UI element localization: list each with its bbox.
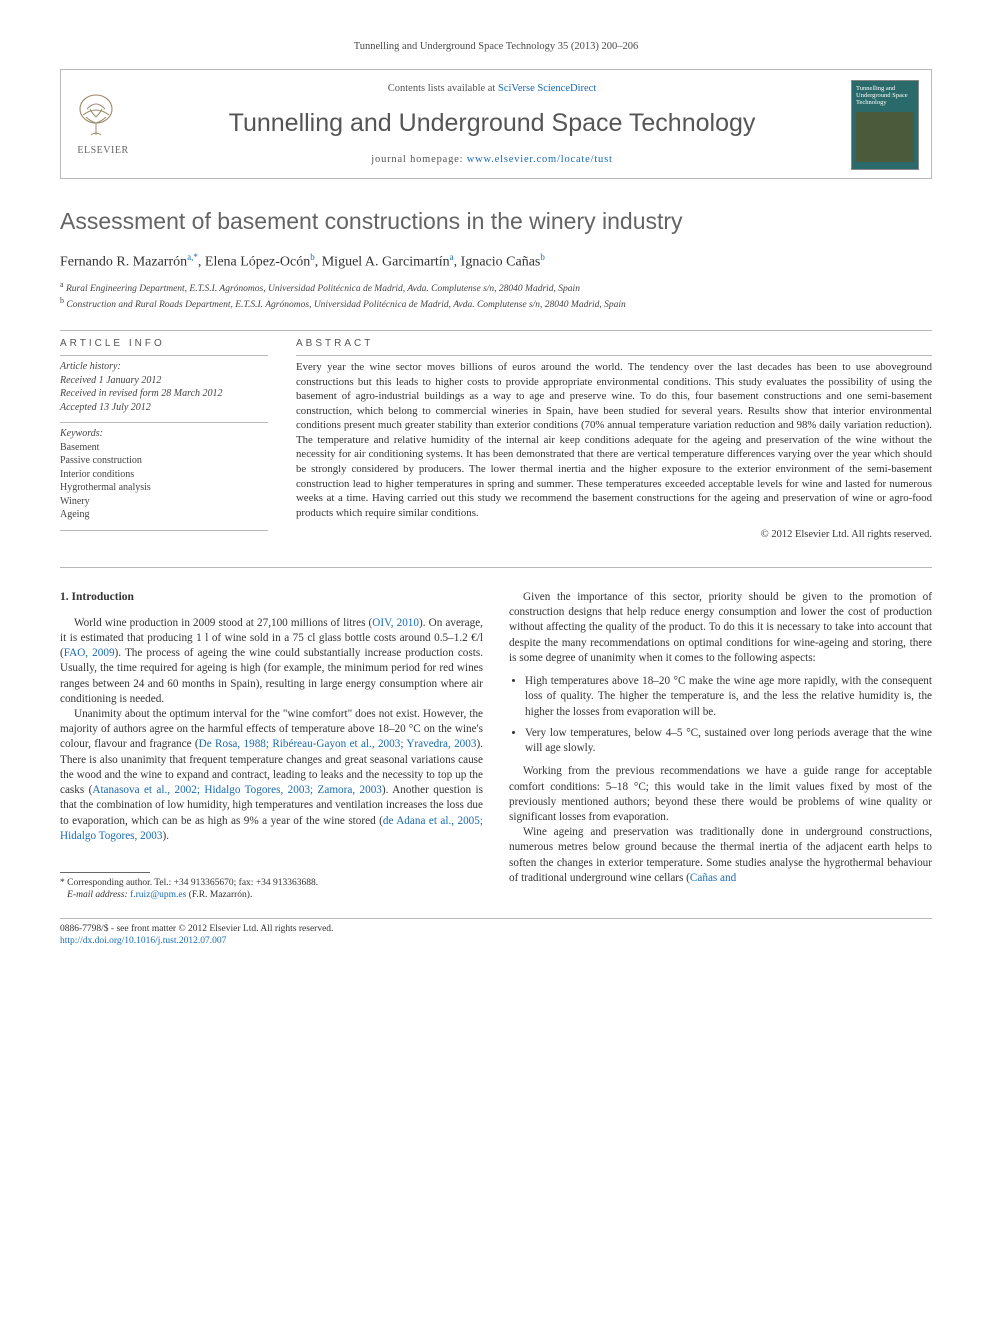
abstract-copyright: © 2012 Elsevier Ltd. All rights reserved… (296, 528, 932, 543)
homepage-line: journal homepage: www.elsevier.com/locat… (133, 153, 851, 168)
author-4-affil: b (540, 252, 545, 262)
info-abstract-row: ARTICLE INFO Article history: Received 1… (60, 331, 932, 543)
homepage-link[interactable]: www.elsevier.com/locate/tust (467, 154, 613, 165)
p1-a: World wine production in 2009 stood at 2… (74, 617, 372, 629)
author-4: , Ignacio Cañas (454, 255, 541, 270)
journal-name: Tunnelling and Underground Space Technol… (133, 106, 851, 141)
cover-image-placeholder (856, 112, 914, 162)
article-info-label: ARTICLE INFO (60, 331, 268, 355)
homepage-prefix: journal homepage: (371, 154, 466, 165)
affil-b-text: Construction and Rural Roads Department,… (66, 300, 625, 310)
email-label: E-mail address: (67, 890, 130, 900)
keyword-6: Ageing (60, 508, 268, 522)
footnote-rule (60, 872, 150, 873)
right-para-3: Wine ageing and preservation was traditi… (509, 825, 932, 886)
left-column: 1. Introduction World wine production in… (60, 590, 483, 902)
bullet-1: High temperatures above 18–20 °C make th… (525, 674, 932, 720)
bullet-2: Very low temperatures, below 4–5 °C, sus… (525, 726, 932, 756)
page-container: Tunnelling and Underground Space Technol… (0, 0, 992, 977)
footnote: * Corresponding author. Tel.: +34 913365… (60, 877, 483, 902)
keyword-2: Passive construction (60, 454, 268, 468)
keyword-3: Interior conditions (60, 468, 268, 482)
affiliation-b: b Construction and Rural Roads Departmen… (60, 296, 932, 312)
doi-link[interactable]: http://dx.doi.org/10.1016/j.tust.2012.07… (60, 935, 932, 947)
history-revised: Received in revised form 28 March 2012 (60, 387, 268, 401)
bullet-list: High temperatures above 18–20 °C make th… (509, 674, 932, 756)
citation-line: Tunnelling and Underground Space Technol… (60, 40, 932, 55)
affiliations: a Rural Engineering Department, E.T.S.I.… (60, 280, 932, 312)
affil-a-sup: a (60, 280, 64, 289)
elsevier-logo: ELSEVIER (73, 91, 133, 158)
cite-oiv[interactable]: OIV, 2010 (372, 617, 419, 629)
footer-line-1: 0886-7798/$ - see front matter © 2012 El… (60, 923, 932, 935)
section-1-heading: 1. Introduction (60, 590, 483, 606)
author-2: , Elena López-Ocón (198, 255, 310, 270)
affiliation-a: a Rural Engineering Department, E.T.S.I.… (60, 280, 932, 296)
cite-canas[interactable]: Cañas and (690, 872, 736, 884)
email-line: E-mail address: f.ruiz@upm.es (F.R. Maza… (60, 889, 483, 901)
author-3: , Miguel A. Garcimartín (315, 255, 450, 270)
cover-title: Tunnelling and Underground Space Technol… (856, 85, 914, 106)
abstract-panel: ABSTRACT Every year the wine sector move… (296, 331, 932, 543)
article-title: Assessment of basement constructions in … (60, 205, 932, 237)
email-link[interactable]: f.ruiz@upm.es (130, 890, 186, 900)
abstract-label: ABSTRACT (296, 331, 932, 355)
cite-fao[interactable]: FAO, 2009 (64, 647, 115, 659)
right-para-1: Given the importance of this sector, pri… (509, 590, 932, 666)
history-block: Article history: Received 1 January 2012… (60, 356, 268, 422)
article-info-panel: ARTICLE INFO Article history: Received 1… (60, 331, 268, 543)
keyword-1: Basement (60, 441, 268, 455)
elsevier-tree-icon (73, 91, 119, 137)
contents-prefix: Contents lists available at (388, 83, 498, 94)
page-footer: 0886-7798/$ - see front matter © 2012 El… (60, 918, 932, 948)
email-assoc: (F.R. Mazarrón). (186, 890, 252, 900)
keywords-block: Keywords: Basement Passive construction … (60, 423, 268, 530)
elsevier-label: ELSEVIER (73, 144, 133, 158)
sciencedirect-link[interactable]: SciVerse ScienceDirect (498, 83, 596, 94)
corr-author-line: * Corresponding author. Tel.: +34 913365… (60, 877, 483, 889)
divider (60, 530, 268, 531)
history-label: Article history: (60, 360, 268, 374)
journal-cover-thumbnail: Tunnelling and Underground Space Technol… (851, 80, 919, 170)
contents-available-line: Contents lists available at SciVerse Sci… (133, 82, 851, 97)
body-columns: 1. Introduction World wine production in… (60, 590, 932, 902)
header-center: Contents lists available at SciVerse Sci… (133, 82, 851, 168)
right-column: Given the importance of this sector, pri… (509, 590, 932, 902)
history-received: Received 1 January 2012 (60, 374, 268, 388)
affil-a-text: Rural Engineering Department, E.T.S.I. A… (66, 284, 580, 294)
intro-para-1: World wine production in 2009 stood at 2… (60, 616, 483, 707)
cite-atanasova[interactable]: Atanasova et al., 2002; Hidalgo Togores,… (92, 784, 382, 796)
p2-d: ). (162, 830, 169, 842)
abstract-text: Every year the wine sector moves billion… (296, 355, 932, 520)
right-para-2: Working from the previous recommendation… (509, 764, 932, 825)
divider (60, 567, 932, 568)
history-accepted: Accepted 13 July 2012 (60, 401, 268, 415)
affil-b-sup: b (60, 296, 64, 305)
author-1: Fernando R. Mazarrón (60, 255, 187, 270)
keywords-label: Keywords: (60, 427, 268, 441)
authors-line: Fernando R. Mazarróna,*, Elena López-Ocó… (60, 251, 932, 272)
cite-derosa[interactable]: De Rosa, 1988; Ribéreau-Gayon et al., 20… (199, 738, 477, 750)
keyword-5: Winery (60, 495, 268, 509)
journal-header: ELSEVIER Contents lists available at Sci… (60, 69, 932, 179)
keyword-4: Hygrothermal analysis (60, 481, 268, 495)
p1-c: ). The process of ageing the wine could … (60, 647, 483, 705)
intro-para-2: Unanimity about the optimum interval for… (60, 707, 483, 844)
